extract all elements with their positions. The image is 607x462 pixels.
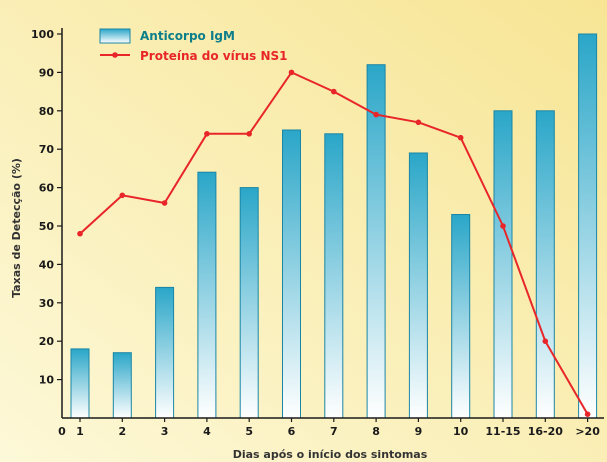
x-tick-label: 3 xyxy=(161,425,169,438)
bar xyxy=(451,214,471,419)
y-tick-label: 30 xyxy=(39,297,55,310)
x-tick-label: 11-15 xyxy=(485,425,520,438)
y-tick-label: 60 xyxy=(39,182,55,195)
ns1-point xyxy=(331,88,337,95)
x-tick-label: >20 xyxy=(575,425,600,438)
ns1-point xyxy=(204,131,210,137)
x-tick-label: 6 xyxy=(288,425,296,438)
ns1-point xyxy=(457,134,464,141)
y-tick-label: 70 xyxy=(39,143,55,156)
axes-layer xyxy=(61,28,604,419)
bar xyxy=(366,64,386,419)
x-tick-label: 8 xyxy=(372,425,380,438)
y-axis-label: Taxas de Detecção (%) xyxy=(10,158,23,298)
x-tick-label: 10 xyxy=(453,425,469,438)
bar xyxy=(408,152,428,419)
ns1-point xyxy=(542,338,549,345)
ns1-point xyxy=(373,111,379,118)
ns1-point xyxy=(77,230,83,237)
ns1-point xyxy=(500,223,506,229)
ns1-point xyxy=(161,200,168,206)
x-tick-label: 2 xyxy=(118,425,126,438)
line-layer xyxy=(77,69,591,418)
ns1-point xyxy=(415,119,422,126)
x-tick-label: 7 xyxy=(330,425,338,438)
ticks-layer: 10 20 30 40 50 60 70 80 90 100 0 1 2 3 4 5 6 7 8 9 10 11-15 16… xyxy=(31,28,600,438)
y-tick-label: 80 xyxy=(39,105,55,118)
bar xyxy=(324,133,344,419)
x-tick-label: 1 xyxy=(76,425,84,438)
ns1-point xyxy=(584,411,591,418)
legend-bar-swatch xyxy=(99,28,131,44)
bar xyxy=(239,187,259,419)
legend: Anticorpo IgM Proteína do vírus NS1 xyxy=(99,28,288,63)
y-tick-label: 10 xyxy=(39,374,55,387)
y-tick-label: 100 xyxy=(31,28,54,41)
x-origin-tick-label: 0 xyxy=(58,425,66,438)
ns1-point xyxy=(246,131,252,137)
y-tick-label: 40 xyxy=(39,258,55,271)
x-tick-label: 16-20 xyxy=(528,425,564,438)
bar xyxy=(70,348,90,419)
bar xyxy=(493,110,513,419)
bar xyxy=(535,110,555,419)
bar xyxy=(282,129,301,419)
legend-bar-label: Anticorpo IgM xyxy=(140,29,235,43)
x-tick-label: 5 xyxy=(245,425,253,438)
y-tick-label: 20 xyxy=(39,335,55,348)
bar xyxy=(155,286,175,419)
y-tick-label: 50 xyxy=(39,220,55,233)
legend-line-label: Proteína do vírus NS1 xyxy=(140,49,288,63)
x-tick-label: 4 xyxy=(203,425,211,438)
legend-line-marker xyxy=(112,52,118,58)
bar xyxy=(197,171,217,419)
ns1-point xyxy=(288,69,295,76)
x-tick-label: 9 xyxy=(415,425,423,438)
x-axis-label: Dias após o início dos sintomas xyxy=(233,448,428,461)
bar xyxy=(578,33,598,419)
ns1-point xyxy=(119,192,126,199)
bar xyxy=(112,352,132,419)
y-tick-label: 90 xyxy=(39,66,55,79)
